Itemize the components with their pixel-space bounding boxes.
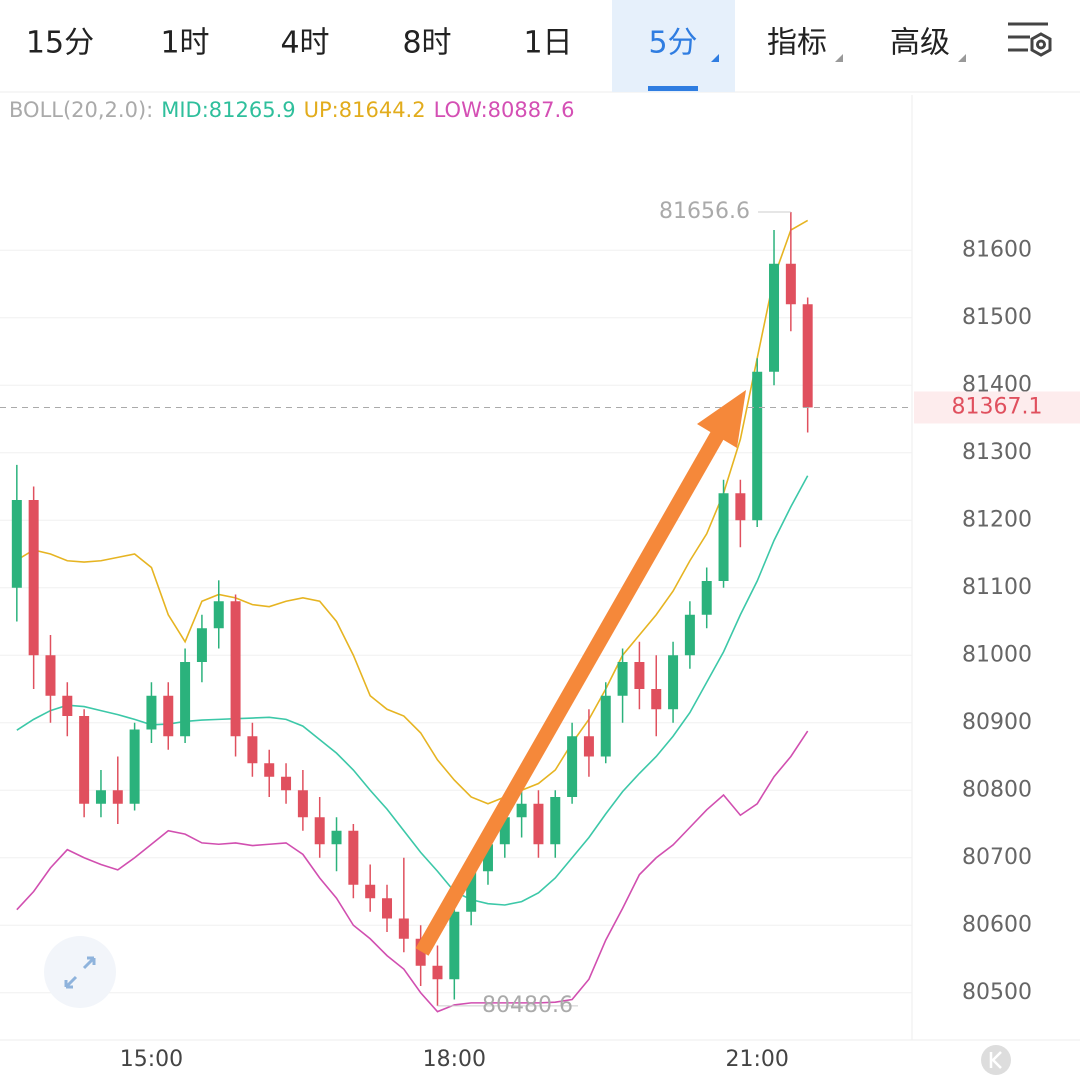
candle-body [634,662,645,689]
y-tick-label: 81300 [962,440,1032,465]
last-price-label: 81367.1 [952,394,1043,419]
tab[interactable]: 4时 [280,26,329,61]
band-line [16,475,809,906]
tab[interactable]: 1时 [160,26,209,61]
expand-button[interactable] [44,936,116,1008]
tabs: 15分 1时 4时 8时 1日 5分 指标 高级 [26,0,966,92]
y-tick-label: 81200 [962,507,1032,532]
candle-body [785,263,796,305]
indicator-text: BOLL(20,2.0): [9,98,153,122]
indicator-text: MID:81265.9 [161,98,295,122]
tab[interactable]: 5分 [648,26,697,61]
x-tick-label: 15:00 [120,1047,183,1072]
candle-body [769,263,780,372]
max-label: 81656.6 [659,199,750,224]
candle-body [163,695,174,737]
band-line [16,219,809,805]
candle-body [45,655,56,696]
candle-body [314,817,325,845]
trend-arrow [415,390,746,956]
labels: 81656.6 80480.6 81367.1 [0,199,1080,1018]
tab[interactable]: 高级 [890,26,950,61]
candles [11,212,813,1006]
candle-body [735,493,746,521]
candle-body [297,790,308,818]
tab-caret [711,54,719,62]
candle-body [79,716,90,804]
candle-body [684,614,695,656]
candle-body [365,884,376,899]
band-line [16,730,809,1013]
candle-body [112,790,123,804]
x-tick-label: 18:00 [423,1047,486,1072]
candle-body [264,763,275,777]
candle-body [482,844,493,872]
candle-body [718,493,729,581]
tab[interactable]: 8时 [402,26,451,61]
candle-body [180,662,191,737]
x-tick-label: 21:00 [725,1047,788,1072]
tab[interactable]: 15分 [26,26,94,61]
candle-body [28,500,39,656]
candle-body [382,898,393,919]
candle-body [499,817,510,845]
y-tick-label: 80500 [962,980,1032,1005]
k-button[interactable] [981,1045,1011,1075]
grid: 80500 80600 80700 80800 80900 81000 81100 81200… [0,237,1032,1072]
settings-icon[interactable] [1008,22,1052,57]
candle-body [583,736,594,757]
indicator-text: UP:81644.2 [304,98,426,122]
candle-body [213,601,224,629]
candle-body [516,803,527,818]
min-label: 80480.6 [482,993,573,1018]
candle-body [550,797,561,845]
candle-body [651,689,662,710]
candle-body [281,776,292,791]
y-tick-label: 81000 [962,642,1032,667]
candle-body [415,938,426,966]
candle-body [466,871,477,912]
candle-body [230,601,241,737]
active-tab-underline [648,86,698,91]
candle-body [398,918,409,939]
tab[interactable]: 指标 [767,26,827,61]
y-tick-label: 81600 [962,237,1032,262]
candle-body [62,695,73,716]
y-tick-label: 80900 [962,710,1032,735]
y-tick-label: 81100 [962,575,1032,600]
candle-body [600,695,611,757]
candle-body [247,736,258,764]
candle-body [668,655,679,710]
candle-body [449,911,460,980]
toolbar-bg [0,0,1080,92]
candle-body [752,371,763,521]
candle-body [331,830,342,845]
y-tick-label: 80700 [962,845,1032,870]
candle-body [146,695,157,730]
candle-body [533,803,544,845]
tab-caret [958,54,966,62]
candle-body [432,965,443,980]
candle-body [129,729,140,804]
indicator-line: BOLL(20,2.0): MID:81265.9 UP:81644.2 LOW:80… [9,98,575,122]
candle-body [617,662,628,696]
indicator-text: LOW:80887.6 [434,98,575,122]
y-tick-label: 80600 [962,912,1032,937]
candle-body [567,736,578,797]
tab[interactable]: 1日 [523,26,572,61]
candle-body [348,830,359,885]
y-tick-label: 80800 [962,777,1032,802]
last-price-box [914,391,1080,424]
tab-caret [835,54,843,62]
candle-body [11,500,22,588]
candle-body [802,304,813,408]
candle-body [701,581,712,615]
y-tick-label: 81500 [962,305,1032,330]
candle-body [95,790,106,804]
candle-body [196,628,207,662]
active-tab-bg [612,0,735,92]
